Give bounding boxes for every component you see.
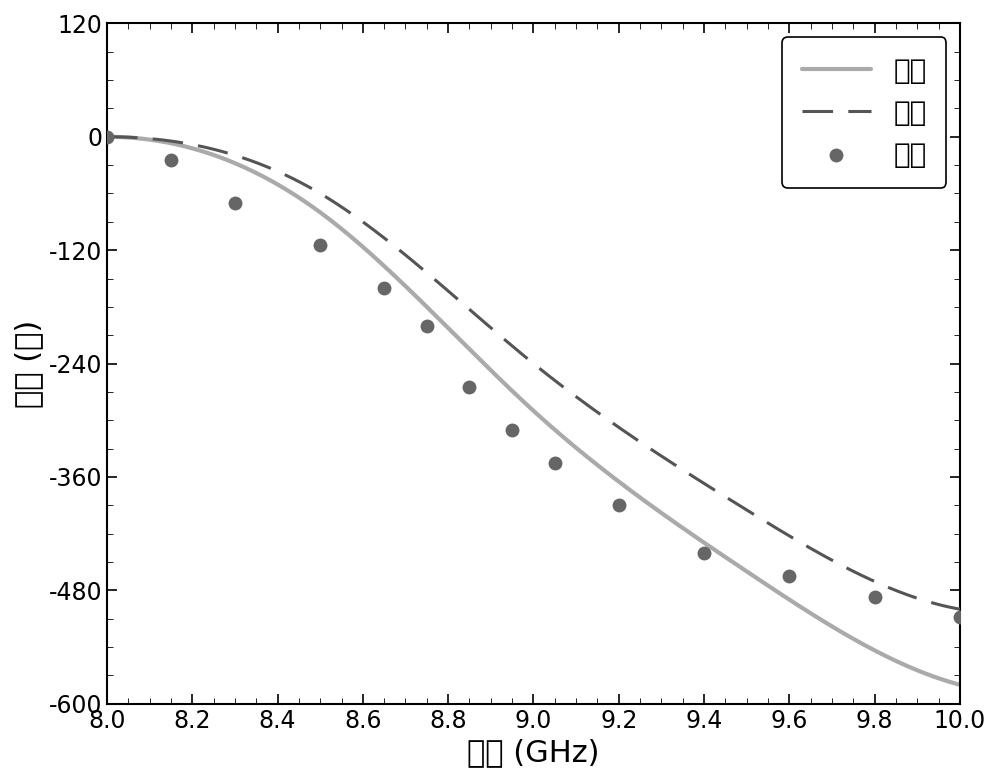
X-axis label: 频率 (GHz): 频率 (GHz)	[467, 738, 600, 767]
测试	[781, 594, 793, 603]
预测	[611, 499, 627, 512]
Legend: 测试, 俳真, 预测: 测试, 俳真, 预测	[782, 37, 946, 188]
俳真	[446, 290, 458, 299]
俳真	[954, 604, 966, 614]
预测	[419, 319, 435, 332]
预测	[696, 546, 712, 558]
测试	[477, 358, 489, 367]
测试	[188, 144, 200, 154]
俳真	[188, 141, 200, 150]
俳真	[687, 472, 699, 481]
预测	[312, 239, 328, 251]
预测	[867, 590, 883, 603]
俳真	[101, 132, 113, 141]
预测	[952, 611, 968, 623]
预测	[376, 282, 392, 294]
预测	[163, 154, 179, 166]
测试	[446, 327, 458, 337]
预测	[99, 130, 115, 143]
预测	[547, 457, 563, 469]
测试	[954, 680, 966, 690]
预测	[461, 381, 477, 394]
俳真	[766, 521, 778, 530]
预测	[781, 570, 797, 583]
Line: 俳真: 俳真	[107, 137, 960, 609]
Y-axis label: 相位 (度): 相位 (度)	[14, 319, 43, 408]
测试	[766, 583, 778, 593]
测试	[687, 530, 699, 540]
俳真	[477, 316, 489, 326]
预测	[227, 197, 243, 209]
预测	[504, 423, 520, 436]
俳真	[781, 530, 793, 540]
Line: 测试: 测试	[107, 137, 960, 685]
测试	[101, 132, 113, 141]
